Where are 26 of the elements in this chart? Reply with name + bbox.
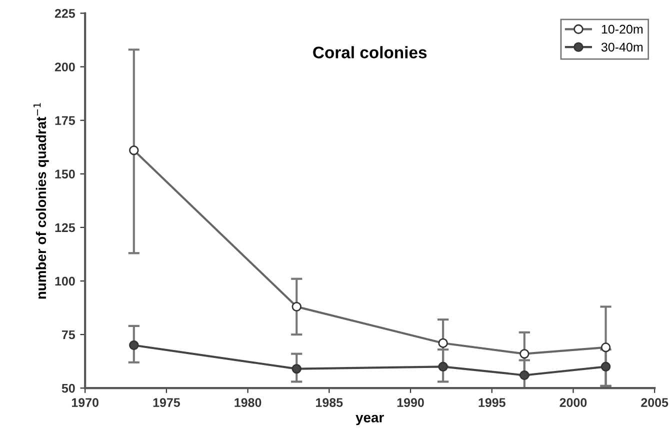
point — [520, 370, 530, 380]
y-tick-label: 75 — [62, 330, 76, 340]
point — [292, 364, 302, 374]
y-tick-label: 150 — [55, 170, 75, 179]
x-tick-label: 1980 — [234, 398, 262, 407]
x-tick-label: 1970 — [72, 398, 98, 407]
x-tick-label: 1990 — [397, 398, 424, 407]
point — [600, 362, 611, 372]
y-tick-label: 125 — [55, 223, 76, 232]
y-tick-label: 50 — [62, 384, 75, 393]
x-axis-title: year — [356, 414, 384, 426]
y-axis-title: number of colonies quadrat$^{−1}$ — [34, 103, 49, 299]
point — [129, 340, 139, 350]
text: Coral colonies — [313, 46, 427, 58]
x-tick-label: 2005 — [641, 398, 668, 407]
y-tick-label: 175 — [55, 116, 76, 125]
x-tick-label: 1975 — [153, 398, 180, 407]
x-tick-label: 1985 — [316, 398, 343, 407]
point — [438, 362, 448, 372]
x-tick-label: 1995 — [478, 398, 506, 407]
y-tick-label: 225 — [54, 9, 76, 18]
x-tick-label: 2000 — [560, 398, 587, 407]
y-tick-label: 200 — [54, 62, 75, 72]
legend-label: 10-20m — [602, 24, 643, 34]
y-tick-label: 100 — [55, 276, 75, 286]
legend-label: 30-40m — [601, 42, 643, 52]
